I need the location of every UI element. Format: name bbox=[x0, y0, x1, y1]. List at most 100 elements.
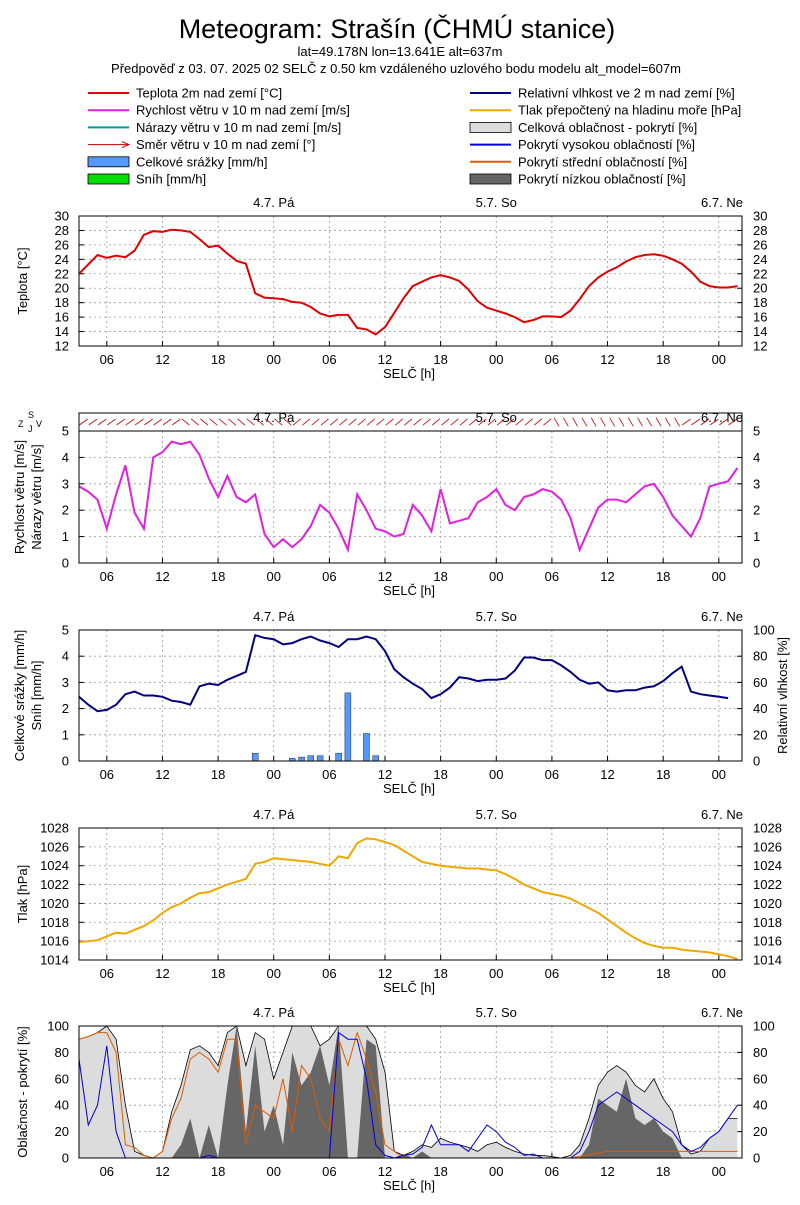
panel-0-xtick-7: 00 bbox=[489, 352, 503, 367]
precip-bar-4 bbox=[316, 755, 324, 762]
panel-2-xtick-2: 18 bbox=[211, 767, 225, 782]
cloud-high-line bbox=[78, 1031, 738, 1159]
panel-1-xtick-2: 18 bbox=[211, 569, 225, 584]
panel-0-xtick-5: 12 bbox=[378, 352, 392, 367]
legend-label-right-2: Celková oblačnost - pokrytí [%] bbox=[518, 120, 697, 135]
panel-3-ytick-left-2: 1018 bbox=[40, 915, 69, 930]
cloud-mid-line bbox=[78, 1030, 738, 1159]
panel-2-xtick-9: 12 bbox=[600, 767, 614, 782]
panel-0-xtick-4: 06 bbox=[322, 352, 336, 367]
panel-3-ytick-left-1: 1016 bbox=[40, 934, 69, 949]
panel-1-ytick-left-0: 0 bbox=[62, 556, 69, 571]
panel-2-xlabel: SELČ [h] bbox=[383, 781, 435, 796]
panel-0-ytick-right-4: 20 bbox=[753, 281, 767, 296]
wind-dir-arrow bbox=[459, 418, 468, 426]
wind-dir-arrow bbox=[404, 418, 413, 426]
legend-swatch-left-4 bbox=[87, 156, 130, 168]
wind-dir-arrow bbox=[562, 417, 569, 427]
panel-1: 4.7. Pá 5.7. So 6.7. Ne0 01 12 23 34 45 506 12 18 0… bbox=[12, 410, 760, 598]
legend-label-left-4: Celkové srážky [mm/h] bbox=[136, 154, 267, 169]
wind-dir-arrow bbox=[413, 418, 422, 426]
panel-0-ytick-left-7: 26 bbox=[55, 237, 69, 252]
wind-dir-arrow bbox=[700, 418, 710, 426]
panel-4-ytick-right-2: 40 bbox=[753, 1098, 767, 1113]
panel-2-y2label: Relativní vlhkost [%] bbox=[775, 637, 790, 754]
wind-dir-arrow bbox=[600, 417, 606, 427]
legend-label-left-1: Rychlost větru v 10 m nad zemí [m/s] bbox=[136, 103, 350, 118]
panel-1-xtick-0: 06 bbox=[100, 569, 114, 584]
wind-dir-arrow bbox=[329, 418, 339, 426]
legend-swatch-right-2 bbox=[469, 122, 512, 133]
panel-3-xtick-8: 06 bbox=[545, 966, 559, 981]
wind-dir-arrow bbox=[581, 417, 588, 427]
panel-2-ytick-left-0: 0 bbox=[62, 754, 69, 769]
wind-dir-arrow bbox=[292, 418, 301, 426]
legend-label-left-0: Teplota 2m nad zemí [°C] bbox=[136, 86, 282, 101]
chart-subtitle-forecast: Předpověď z 03. 07. 2025 02 SELČ z 0.50 … bbox=[111, 61, 681, 76]
wind-dir-arrow bbox=[487, 418, 496, 426]
wind-dir-label-v: V bbox=[36, 419, 42, 429]
panel-3-ytick-right-5: 1024 bbox=[753, 858, 782, 873]
panel-1-xtick-5: 12 bbox=[378, 569, 392, 584]
panel-0-ytick-right-9: 30 bbox=[753, 209, 767, 224]
wind-dir-arrow bbox=[79, 418, 88, 426]
panel-3-xtick-5: 12 bbox=[378, 966, 392, 981]
panel-1-day-label-0: 4.7. Pá bbox=[253, 410, 295, 425]
panel-3-day-label-2: 6.7. Ne bbox=[701, 807, 743, 822]
panel-0-xtick-8: 06 bbox=[545, 352, 559, 367]
panel-2-xtick-1: 12 bbox=[155, 767, 169, 782]
panel-2-ylabel-2: Sníh [mm/h] bbox=[29, 660, 44, 730]
panel-0-xtick-2: 18 bbox=[211, 352, 225, 367]
precip-bar-8 bbox=[372, 755, 379, 762]
panel-4-ytick-left-0: 0 bbox=[62, 1151, 69, 1166]
wind-dir-arrow bbox=[190, 418, 199, 426]
panel-4-xtick-8: 06 bbox=[545, 1164, 559, 1179]
humidity-line bbox=[78, 633, 729, 713]
panel-1-ylabel-1: Rychlost větru [m/s] bbox=[12, 440, 27, 554]
panel-0-xtick-1: 12 bbox=[155, 352, 169, 367]
panel-0-xtick-11: 00 bbox=[712, 352, 726, 367]
panel-3-xtick-3: 00 bbox=[266, 966, 280, 981]
panel-3-ytick-right-1: 1016 bbox=[753, 934, 782, 949]
panel-4-ytick-left-1: 20 bbox=[55, 1124, 69, 1139]
panel-1-ytick-left-3: 3 bbox=[62, 476, 69, 491]
panel-0-xtick-9: 12 bbox=[600, 352, 614, 367]
panel-0-ytick-left-5: 22 bbox=[55, 266, 69, 281]
wind-dir-arrow bbox=[107, 418, 116, 426]
wind-dir-arrow bbox=[227, 418, 237, 426]
legend-label-right-5: Pokrytí nízkou oblačností [%] bbox=[518, 172, 686, 187]
panel-2-frame bbox=[78, 629, 743, 762]
panel-1-xtick-8: 06 bbox=[545, 569, 559, 584]
wind-dir-arrow bbox=[496, 418, 505, 426]
panel-3-xtick-7: 00 bbox=[489, 966, 503, 981]
panel-3-ytick-right-6: 1026 bbox=[753, 839, 782, 854]
panel-4-xtick-6: 18 bbox=[433, 1164, 447, 1179]
panel-1-xtick-11: 00 bbox=[712, 569, 726, 584]
panel-4-day-label-1: 5.7. So bbox=[476, 1005, 517, 1020]
panel-0-xlabel: SELČ [h] bbox=[383, 366, 435, 381]
panel-3-xtick-0: 06 bbox=[100, 966, 114, 981]
wind-dir-arrow bbox=[320, 418, 329, 426]
panel-2-xtick-4: 06 bbox=[322, 767, 336, 782]
wind-dir-arrow bbox=[255, 418, 264, 426]
wind-dir-arrow bbox=[682, 418, 691, 426]
panel-3-ytick-right-2: 1018 bbox=[753, 915, 782, 930]
wind-dir-arrow bbox=[524, 418, 533, 426]
wind-dir-arrow bbox=[469, 418, 478, 426]
panel-3-day-label-1: 5.7. So bbox=[476, 807, 517, 822]
panel-2-y2tick-0: 0 bbox=[753, 754, 760, 769]
panel-1-ytick-left-5: 5 bbox=[62, 424, 69, 439]
panel-1-ylabel-2: Nárazy větru [m/s] bbox=[29, 444, 44, 549]
panel-1-ytick-left-4: 4 bbox=[62, 450, 69, 465]
wind-dir-arrow bbox=[609, 417, 616, 427]
panel-2-xtick-10: 18 bbox=[656, 767, 670, 782]
panel-3-xtick-10: 18 bbox=[656, 966, 670, 981]
wind-dir-arrow bbox=[218, 418, 227, 426]
panel-0-xtick-3: 00 bbox=[266, 352, 280, 367]
panel-4-ytick-left-4: 80 bbox=[55, 1045, 69, 1060]
panel-3-xtick-11: 00 bbox=[712, 966, 726, 981]
panel-2-ytick-left-1: 1 bbox=[62, 727, 69, 742]
panel-0-xtick-10: 18 bbox=[656, 352, 670, 367]
chart-subtitle-location: lat=49.178N lon=13.641E alt=637m bbox=[298, 44, 503, 59]
